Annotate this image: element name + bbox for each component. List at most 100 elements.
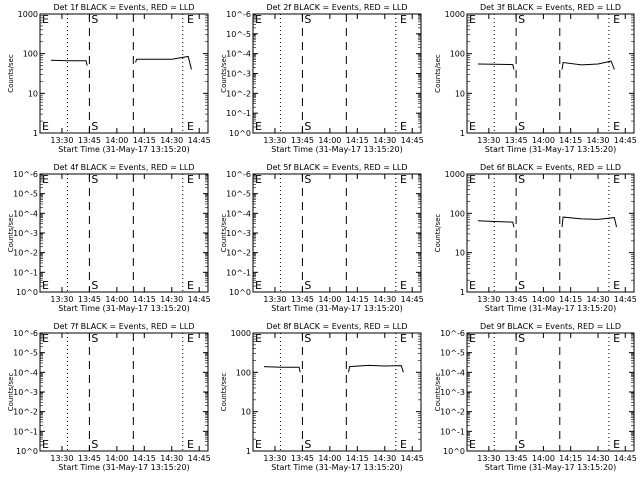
- y-axis-label: Counts/sec: [434, 373, 442, 412]
- marker-label: E: [42, 438, 49, 451]
- y-tick-label: 10^-3: [13, 229, 38, 238]
- x-axis-label: Start Time (31-May-17 13:15:20): [271, 145, 402, 154]
- chart-title: Det 5f BLACK = Events, RED = LLD: [266, 163, 407, 172]
- y-tick-label: 10: [455, 89, 465, 98]
- marker-label: S: [518, 438, 525, 451]
- y-tick-label: 10^0: [16, 447, 38, 456]
- x-tick-label: 13:30: [477, 295, 500, 304]
- chart-title: Det 4f BLACK = Events, RED = LLD: [53, 163, 194, 172]
- marker-label: S: [518, 120, 525, 133]
- y-tick-label: 10^-4: [226, 50, 251, 59]
- marker-label: E: [187, 332, 194, 345]
- x-axis-label: Start Time (31-May-17 13:15:20): [58, 463, 189, 472]
- y-tick-label: 1: [33, 129, 38, 138]
- x-tick-label: 14:30: [373, 295, 396, 304]
- chart-panel-7: Det 7f BLACK = Events, RED = LLD Counts/s…: [7, 322, 211, 472]
- chart-panel-2: Det 2f BLACK = Events, RED = LLD Counts/s…: [220, 3, 424, 154]
- x-tick-label: 14:45: [188, 136, 211, 145]
- marker-label: E: [613, 120, 620, 133]
- data-series-line: [561, 60, 615, 70]
- x-tick-label: 13:30: [263, 295, 286, 304]
- marker-label: E: [469, 120, 476, 133]
- y-axis-label: Counts/sec: [220, 54, 228, 93]
- x-tick-label: 14:15: [346, 136, 369, 145]
- x-tick-label: 14:30: [586, 136, 609, 145]
- marker-label: E: [400, 13, 407, 26]
- x-tick-label: 14:15: [346, 295, 369, 304]
- y-tick-label: 10^-6: [13, 170, 38, 179]
- y-tick-label: 10^-4: [440, 368, 465, 377]
- x-tick-label: 13:30: [50, 295, 73, 304]
- chart-panel-4: Det 4f BLACK = Events, RED = LLD Counts/s…: [7, 163, 211, 313]
- data-series-line: [561, 216, 617, 228]
- marker-label: S: [304, 438, 311, 451]
- marker-label: E: [42, 120, 49, 133]
- marker-label: E: [400, 332, 407, 345]
- x-tick-label: 13:30: [477, 454, 500, 463]
- x-axis-label: Start Time (31-May-17 13:15:20): [485, 304, 616, 313]
- x-tick-label: 13:30: [477, 136, 500, 145]
- x-tick-label: 13:45: [291, 454, 314, 463]
- x-tick-label: 14:00: [532, 136, 555, 145]
- y-tick-label: 1: [246, 447, 251, 456]
- marker-label: S: [91, 332, 98, 345]
- x-tick-label: 14:45: [401, 136, 424, 145]
- y-tick-label: 10^-2: [440, 408, 465, 417]
- x-axis-label: Start Time (31-May-17 13:15:20): [271, 304, 402, 313]
- y-axis-label: Counts/sec: [220, 373, 228, 412]
- y-axis-label: Counts/sec: [7, 373, 15, 412]
- marker-label: E: [42, 173, 49, 186]
- x-tick-label: 14:15: [559, 136, 582, 145]
- marker-label: E: [187, 438, 194, 451]
- x-tick-label: 13:45: [78, 295, 101, 304]
- x-tick-label: 14:45: [614, 136, 637, 145]
- x-tick-label: 14:00: [105, 295, 128, 304]
- data-series-line: [477, 220, 515, 228]
- marker-label: S: [91, 173, 98, 186]
- x-tick-label: 14:30: [586, 295, 609, 304]
- plot-frame: [252, 332, 422, 452]
- plot-frame: [466, 13, 635, 134]
- x-tick-label: 14:15: [559, 454, 582, 463]
- marker-label: E: [42, 332, 49, 345]
- x-tick-label: 14:15: [133, 295, 156, 304]
- y-tick-label: 10: [28, 89, 38, 98]
- x-tick-label: 14:00: [532, 295, 555, 304]
- y-tick-label: 1: [460, 129, 465, 138]
- x-tick-label: 13:30: [50, 454, 73, 463]
- marker-label: S: [304, 279, 311, 292]
- chart-panel-6: Det 6f BLACK = Events, RED = LLD Counts/s…: [434, 163, 637, 313]
- y-axis-label: Counts/sec: [7, 54, 15, 93]
- y-tick-label: 10^-1: [226, 268, 251, 277]
- x-tick-label: 13:45: [78, 136, 101, 145]
- y-tick-label: 10^-3: [226, 229, 251, 238]
- marker-label: E: [400, 173, 407, 186]
- y-tick-label: 10^-1: [13, 268, 38, 277]
- y-tick-label: 10^-3: [440, 388, 465, 397]
- data-series-line: [263, 366, 301, 373]
- y-tick-label: 10^-2: [13, 408, 38, 417]
- x-tick-label: 14:45: [188, 295, 211, 304]
- y-tick-label: 10^-4: [13, 209, 38, 218]
- y-tick-label: 10^-1: [226, 109, 251, 118]
- data-series-line: [50, 59, 88, 66]
- marker-label: E: [469, 13, 476, 26]
- y-axis-label: Counts/sec: [220, 214, 228, 253]
- x-tick-label: 14:00: [105, 454, 128, 463]
- x-axis-label: Start Time (31-May-17 13:15:20): [58, 145, 189, 154]
- y-tick-label: 1000: [18, 10, 38, 19]
- x-tick-label: 13:30: [263, 136, 286, 145]
- marker-label: S: [518, 173, 525, 186]
- y-axis-label: Counts/sec: [434, 214, 442, 253]
- plot-frame: [466, 173, 635, 293]
- x-tick-label: 14:30: [160, 295, 183, 304]
- marker-label: S: [518, 13, 525, 26]
- y-tick-label: 100: [450, 50, 465, 59]
- marker-label: E: [255, 332, 262, 345]
- x-axis-label: Start Time (31-May-17 13:15:20): [58, 304, 189, 313]
- y-tick-label: 10^0: [229, 288, 251, 297]
- marker-label: S: [518, 332, 525, 345]
- marker-label: E: [187, 173, 194, 186]
- y-tick-label: 10^-6: [440, 329, 465, 338]
- marker-label: S: [304, 173, 311, 186]
